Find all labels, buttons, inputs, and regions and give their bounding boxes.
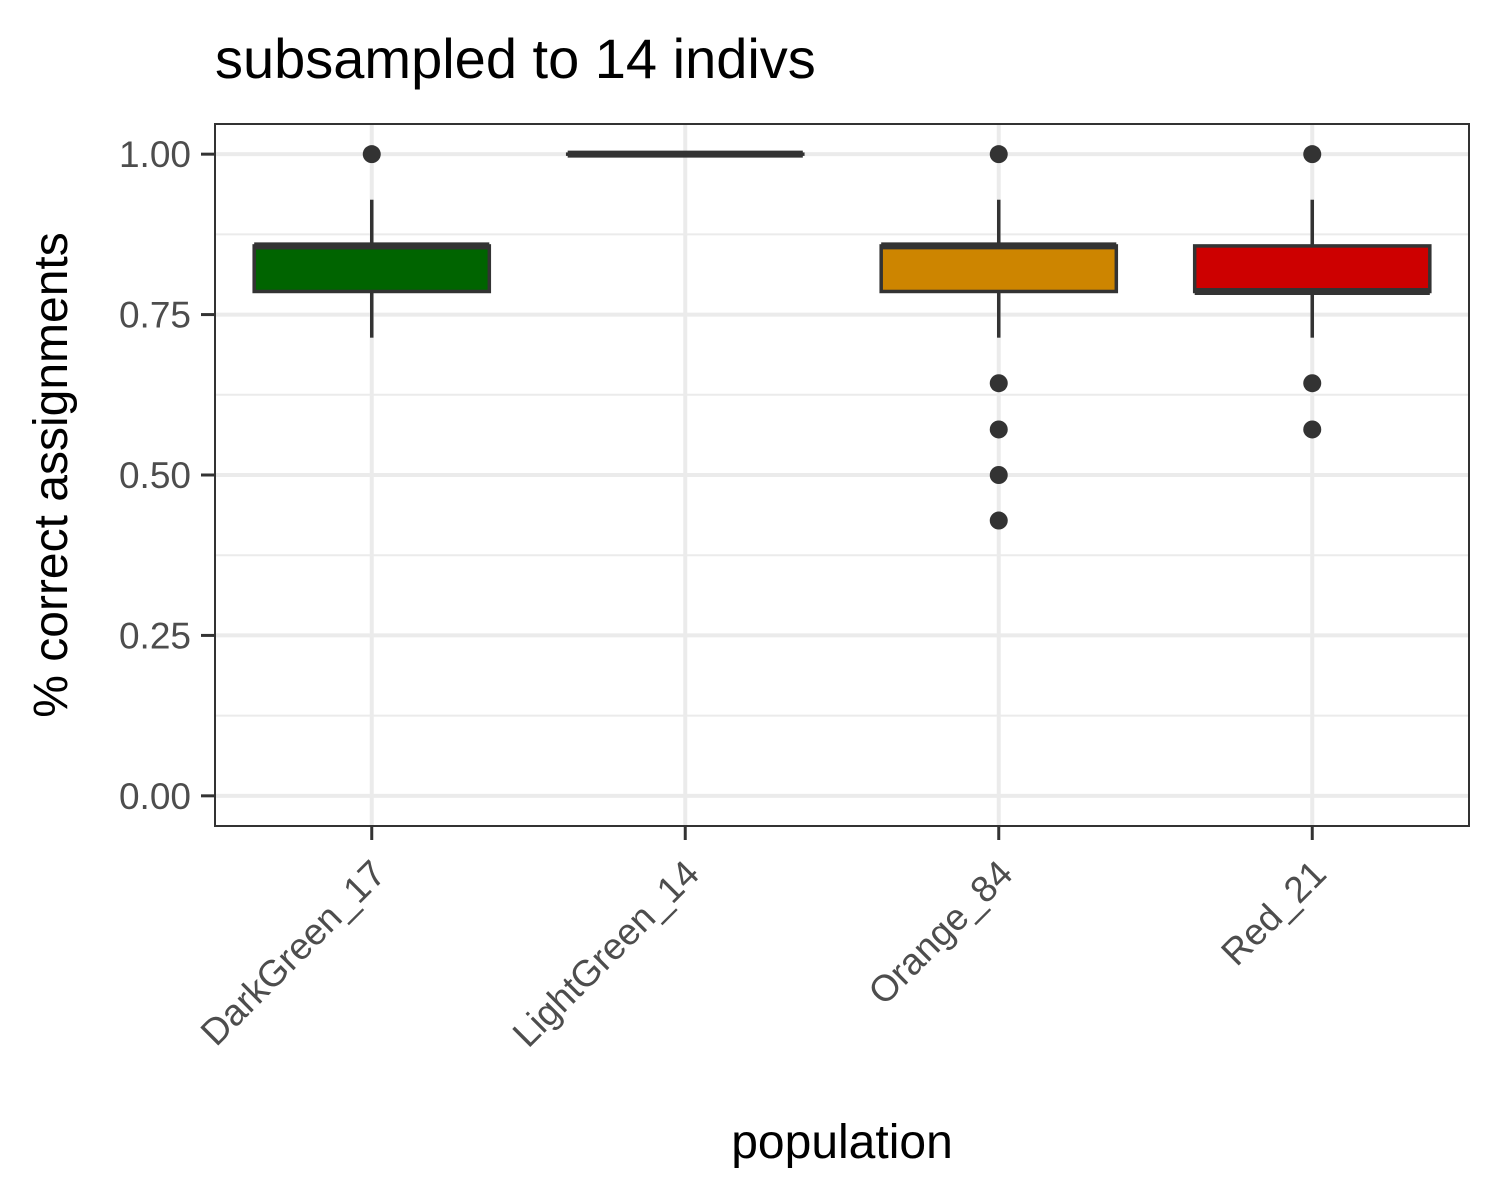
box-body <box>252 244 492 294</box>
y-tick-label: 0.50 <box>119 455 191 496</box>
y-tick-label: 0.75 <box>119 295 191 336</box>
y-tick-label: 0.00 <box>119 776 191 817</box>
y-tick-label: 1.00 <box>119 134 191 175</box>
y-axis: 0.00 0.25 0.50 0.75 1.00 <box>119 134 215 817</box>
x-axis-title: population <box>731 1116 953 1169</box>
x-tick-label: Red_21 <box>1213 853 1334 974</box>
x-tick-label: Orange_84 <box>860 853 1020 1013</box>
x-tick-label: LightGreen_14 <box>505 853 707 1055</box>
outlier-point <box>1303 420 1322 439</box>
box-body <box>1192 244 1432 294</box>
grid-lines <box>215 124 1469 826</box>
box-Red_21 <box>1192 145 1432 439</box>
outlier-point <box>989 145 1008 164</box>
outlier-point <box>1303 374 1322 393</box>
box-body <box>879 244 1119 294</box>
box-DarkGreen_17 <box>252 145 492 338</box>
y-axis-title: % correct assignments <box>25 232 78 718</box>
outlier-point <box>1303 145 1322 164</box>
box-Orange_84 <box>879 145 1119 530</box>
x-axis: DarkGreen_17 LightGreen_14 Orange_84 Red_21 <box>193 826 1334 1055</box>
outlier-point <box>362 145 381 164</box>
outlier-point <box>989 420 1008 439</box>
outlier-point <box>989 511 1008 530</box>
boxes-layer <box>252 145 1432 530</box>
outlier-point <box>989 466 1008 484</box>
outlier-point <box>989 374 1008 393</box>
y-tick-label: 0.25 <box>119 615 191 656</box>
x-tick-label: DarkGreen_17 <box>193 853 394 1054</box>
chart-title: subsampled to 14 indivs <box>215 27 816 90</box>
